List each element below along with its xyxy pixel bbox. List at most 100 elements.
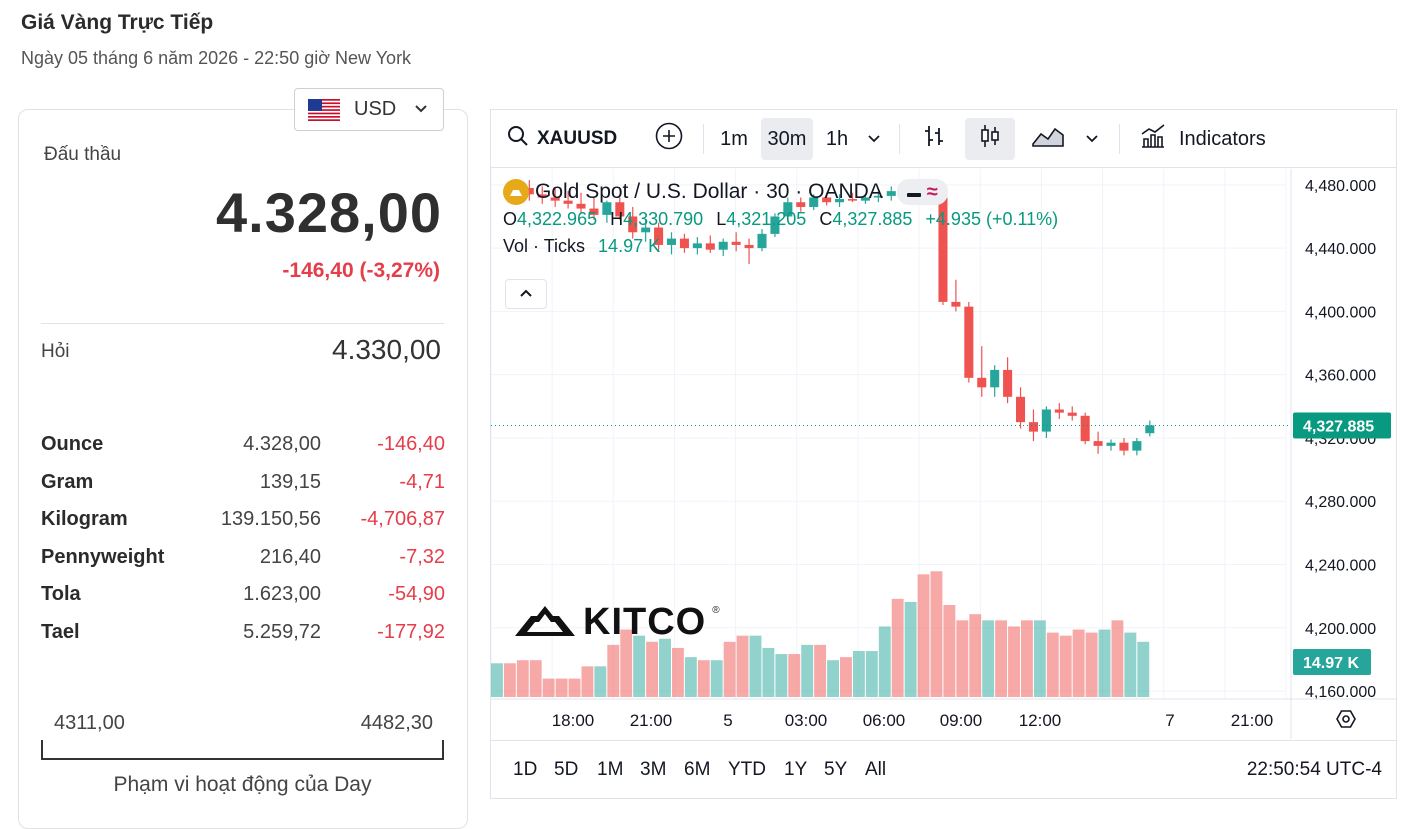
unit-change: -4,71 [399, 470, 445, 493]
x-tick-label: 12:00 [1019, 711, 1062, 730]
range-1d-button[interactable]: 1D [513, 759, 538, 780]
chart-type-dropdown-button[interactable] [1079, 118, 1105, 160]
area-chart-icon [1031, 124, 1065, 154]
volume-bar [516, 660, 529, 697]
y-tick-label: 4,280.000 [1305, 494, 1376, 511]
unit-row: Kilogram 139.150,56 -4,706,87 [41, 506, 445, 544]
volume-bar [697, 660, 710, 697]
candle-body [847, 199, 858, 201]
candle-body [731, 241, 741, 245]
y-tick-label: 4,440.000 [1305, 241, 1376, 258]
range-ytd-button[interactable]: YTD [728, 759, 766, 780]
last-price-label: 4,327.885 [1303, 418, 1374, 435]
chevron-down-icon [867, 128, 881, 151]
day-range-low: 4311,00 [54, 712, 125, 734]
candle-body [705, 243, 715, 250]
unit-name: Pennyweight [41, 545, 165, 568]
chevron-up-icon [519, 285, 533, 303]
symbol-search-button[interactable]: XAUUSD [499, 118, 621, 160]
unit-value: 216,40 [259, 545, 321, 568]
page-title: Giá Vàng Trực Tiếp [21, 11, 214, 34]
chart-clock[interactable]: 22:50:54 UTC-4 [1246, 759, 1382, 780]
volume-bar [1111, 620, 1124, 697]
volume-bar [801, 644, 814, 697]
symbol-label: XAUUSD [537, 128, 618, 149]
range-5y-button[interactable]: 5Y [824, 759, 848, 780]
candle-body [718, 241, 728, 250]
candle-body [1145, 425, 1155, 434]
last-volume-label: 14.97 K [1303, 655, 1359, 672]
x-tick-label: 7 [1165, 711, 1174, 730]
gold-coin-icon [503, 179, 529, 205]
candle-body [1041, 409, 1051, 432]
volume-bar [775, 654, 788, 697]
volume-bar [659, 638, 671, 697]
candle-chart-type-button[interactable] [965, 118, 1015, 160]
candle-body [602, 202, 612, 215]
day-range-high: 4482,30 [360, 712, 433, 734]
unit-row: Tola 1.623,00 -54,90 [41, 581, 445, 619]
candle-body [809, 197, 819, 207]
range-1y-button[interactable]: 1Y [784, 759, 808, 780]
range-5d-button[interactable]: 5D [554, 759, 579, 780]
volume-bar [1137, 641, 1150, 697]
area-chart-type-button[interactable] [1025, 118, 1071, 160]
interval-30m-button[interactable]: 30m [761, 118, 813, 160]
unit-table: Ounce 4.328,00 -146,40 Gram 139,15 -4,71… [41, 431, 445, 657]
x-tick-label: 09:00 [940, 711, 983, 730]
volume-bar [594, 666, 607, 697]
chart-legend: Gold Spot / U.S. Dollar · 30 · OANDA ≈ O… [503, 179, 1066, 257]
unit-name: Tola [41, 583, 81, 606]
candlestick-icon [977, 123, 1003, 155]
candle-body [964, 306, 974, 378]
volume-bar [671, 647, 684, 697]
candle-body [563, 200, 573, 204]
compare-button[interactable] [649, 118, 689, 160]
candle-body [1093, 441, 1103, 446]
chart-widget: XAUUSD 1m 30m 1h [490, 109, 1397, 799]
candle-body [1054, 409, 1064, 413]
volume-bar [1008, 626, 1020, 697]
x-tick-label: 18:00 [552, 711, 595, 730]
bar-chart-type-button[interactable] [911, 118, 957, 160]
axis-settings-icon [1336, 710, 1356, 728]
volume-bar [904, 601, 917, 697]
price-chart[interactable]: 4,480.000 4,440.000 4,400.000 4,360.000 4,32… [491, 169, 1396, 739]
last-price-badge [1293, 412, 1391, 439]
bid-label: Đấu thầu [44, 144, 122, 165]
candle-body [938, 197, 948, 302]
divider [41, 323, 444, 324]
indicators-button[interactable]: Indicators [1131, 118, 1281, 160]
volume-bar [865, 651, 878, 697]
candle-body [1028, 422, 1038, 432]
chart-area[interactable]: 4,480.000 4,440.000 4,400.000 4,360.000 4,32… [491, 169, 1396, 739]
registered-mark: ® [712, 605, 720, 616]
candle-body [550, 197, 560, 201]
unit-value: 139.150,56 [220, 508, 321, 531]
currency-label: USD [354, 98, 397, 120]
ohlc-bars-icon [921, 123, 947, 155]
kitco-logo: KITCO ® [513, 601, 720, 644]
unit-row: Pennyweight 216,40 -7,32 [41, 544, 445, 582]
kitco-wordmark: KITCO [583, 601, 707, 643]
volume-bar [943, 605, 956, 697]
candle-body [692, 243, 702, 249]
volume-bar [542, 678, 555, 697]
day-range-caption: Phạm vi hoạt động của Day [113, 773, 372, 796]
range-all-button[interactable]: All [865, 759, 887, 780]
volume-bar [568, 678, 581, 697]
candle-body [873, 195, 883, 198]
legend-badge[interactable]: ≈ [896, 179, 948, 205]
interval-1m-button[interactable]: 1m [720, 127, 748, 150]
unit-name: Gram [41, 470, 94, 493]
range-6m-button[interactable]: 6M [684, 759, 711, 780]
range-3m-button[interactable]: 3M [640, 759, 667, 780]
candle-body [990, 369, 1000, 388]
interval-dropdown-button[interactable] [861, 118, 887, 160]
interval-1h-button[interactable]: 1h [825, 127, 849, 150]
candle-body [589, 208, 599, 215]
collapse-legend-button[interactable] [505, 279, 547, 309]
range-1m-button[interactable]: 1M [597, 759, 624, 780]
candle-body [537, 194, 547, 198]
currency-select[interactable]: USD [294, 88, 444, 131]
